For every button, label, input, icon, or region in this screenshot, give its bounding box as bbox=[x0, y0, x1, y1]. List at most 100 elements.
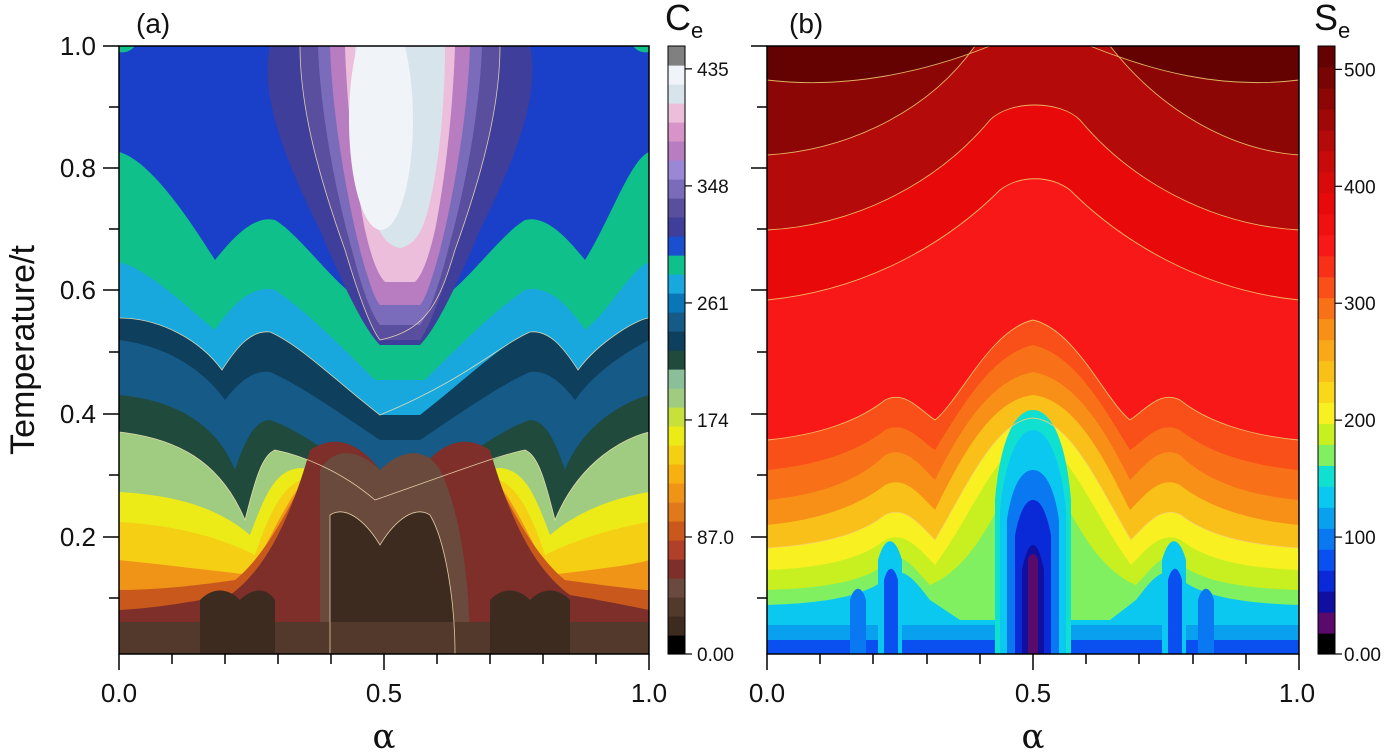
colorbar-swatch bbox=[1318, 507, 1335, 529]
colorbar-swatch bbox=[1318, 192, 1335, 215]
colorbar-swatch bbox=[1318, 570, 1335, 592]
colorbar-swatch bbox=[1318, 402, 1335, 424]
y-axis-b bbox=[751, 45, 767, 599]
colorbar-swatch bbox=[1318, 213, 1335, 236]
colorbar-tick-label: 87.0 bbox=[697, 528, 734, 549]
colorbar-swatch bbox=[1318, 486, 1335, 508]
x-tick-label: 1.0 bbox=[631, 678, 667, 708]
colorbar-swatch bbox=[1318, 360, 1335, 383]
colorbar-swatch bbox=[668, 141, 685, 161]
colorbar-tick-label: 300 bbox=[1344, 294, 1376, 315]
heatmap-b-fill bbox=[767, 46, 1299, 654]
colorbar-swatch bbox=[668, 521, 685, 541]
y-axis-title-a: Temperature/t bbox=[4, 245, 42, 455]
colorbar-swatch bbox=[1318, 528, 1335, 550]
colorbar-swatch bbox=[668, 407, 685, 427]
colorbar-swatch bbox=[668, 236, 685, 256]
colorbar-swatch bbox=[1318, 465, 1335, 487]
colorbar-frame-b bbox=[1317, 45, 1336, 655]
colorbar-swatch bbox=[1318, 87, 1335, 110]
x-axis-a bbox=[118, 654, 650, 670]
colorbar-swatch bbox=[668, 255, 685, 275]
colorbar-swatch bbox=[668, 293, 685, 313]
panel-label-a: (a) bbox=[136, 8, 170, 39]
colorbar-swatch bbox=[1318, 234, 1335, 257]
colorbar-swatch bbox=[1318, 549, 1335, 571]
colorbar-swatch bbox=[1318, 129, 1335, 152]
colorbar-swatch bbox=[668, 578, 685, 598]
colorbar-tick-label: 348 bbox=[697, 177, 729, 198]
colorbar-swatch bbox=[668, 84, 685, 104]
colorbar-swatch bbox=[1318, 633, 1335, 655]
colorbar-swatch bbox=[1318, 318, 1335, 341]
colorbar-swatch bbox=[1318, 423, 1335, 445]
colorbar-swatch bbox=[668, 388, 685, 408]
panel-b: (b) 0.0 0.5 1.0 α 0.00 100 200 300 400 500 Se bbox=[749, 0, 1381, 754]
colorbar-swatch bbox=[668, 502, 685, 522]
colorbar-ticks-b: 0.00 100 200 300 400 500 bbox=[1335, 60, 1381, 666]
colorbar-swatch bbox=[668, 350, 685, 370]
colorbar-swatch bbox=[668, 160, 685, 180]
colorbar-swatch bbox=[668, 179, 685, 199]
colorbar-swatch bbox=[1318, 381, 1335, 404]
colorbar-swatch bbox=[668, 597, 685, 617]
colorbar-title-a: Ce bbox=[665, 0, 703, 43]
x-tick-label: 1.0 bbox=[1279, 678, 1315, 708]
colorbar-a bbox=[668, 46, 685, 655]
colorbar-swatch bbox=[668, 616, 685, 636]
y-tick-label: 0.2 bbox=[60, 522, 96, 552]
y-axis-a bbox=[103, 45, 119, 599]
colorbar-tick-label: 400 bbox=[1344, 177, 1376, 198]
colorbar-swatch bbox=[668, 369, 685, 389]
colorbar-swatch bbox=[668, 122, 685, 142]
x-tick-label: 0.0 bbox=[749, 678, 785, 708]
colorbar-swatch bbox=[668, 559, 685, 579]
y-tick-label: 0.8 bbox=[60, 153, 96, 183]
x-axis-title-a: α bbox=[373, 717, 396, 754]
colorbar-tick-label: 435 bbox=[697, 60, 729, 81]
colorbar-swatch bbox=[668, 483, 685, 503]
colorbar-swatch bbox=[668, 426, 685, 446]
y-tick-label: 1.0 bbox=[60, 31, 96, 61]
colorbar-swatch bbox=[668, 65, 685, 85]
colorbar-ticks-a: 0.00 87.0 174 261 348 435 bbox=[685, 60, 734, 666]
x-axis-title-b: α bbox=[1022, 717, 1045, 754]
colorbar-swatch bbox=[668, 540, 685, 560]
x-axis-b bbox=[766, 654, 1300, 670]
colorbar-swatch bbox=[668, 312, 685, 332]
colorbar-swatch bbox=[1318, 444, 1335, 466]
x-tick-label: 0.5 bbox=[1015, 678, 1051, 708]
colorbar-title-b: Se bbox=[1314, 0, 1350, 43]
colorbar-swatch bbox=[1318, 255, 1335, 278]
colorbar-swatch bbox=[668, 464, 685, 484]
colorbar-swatch bbox=[1318, 108, 1335, 131]
panel-label-b: (b) bbox=[789, 8, 823, 39]
colorbar-tick-label: 0.00 bbox=[1344, 645, 1381, 666]
colorbar-swatch bbox=[668, 46, 685, 66]
colorbar-swatch bbox=[668, 274, 685, 294]
colorbar-swatch bbox=[668, 198, 685, 218]
x-tick-label: 0.0 bbox=[101, 678, 137, 708]
panel-a: (a) 0.0 0.5 1.0 α 1.0 0.8 0.6 0.4 0.2 Te… bbox=[4, 0, 734, 754]
y-tick-label: 0.6 bbox=[60, 275, 96, 305]
colorbar-swatch bbox=[668, 445, 685, 465]
colorbar-tick-label: 0.00 bbox=[697, 645, 734, 666]
colorbar-frame-a bbox=[667, 45, 686, 655]
colorbar-tick-label: 200 bbox=[1344, 411, 1376, 432]
colorbar-b bbox=[1318, 46, 1335, 655]
colorbar-swatch bbox=[1318, 591, 1335, 613]
y-tick-label: 0.4 bbox=[60, 399, 96, 429]
colorbar-swatch bbox=[1318, 612, 1335, 634]
colorbar-swatch bbox=[1318, 339, 1335, 362]
colorbar-tick-label: 500 bbox=[1344, 60, 1376, 81]
colorbar-swatch bbox=[668, 331, 685, 351]
colorbar-swatch bbox=[1318, 66, 1335, 89]
heatmap-a-fill bbox=[119, 46, 649, 654]
colorbar-swatch bbox=[668, 217, 685, 237]
colorbar-swatch bbox=[668, 635, 685, 655]
colorbar-swatch bbox=[668, 103, 685, 123]
colorbar-tick-label: 261 bbox=[697, 294, 729, 315]
colorbar-tick-label: 174 bbox=[697, 411, 729, 432]
colorbar-swatch bbox=[1318, 297, 1335, 320]
